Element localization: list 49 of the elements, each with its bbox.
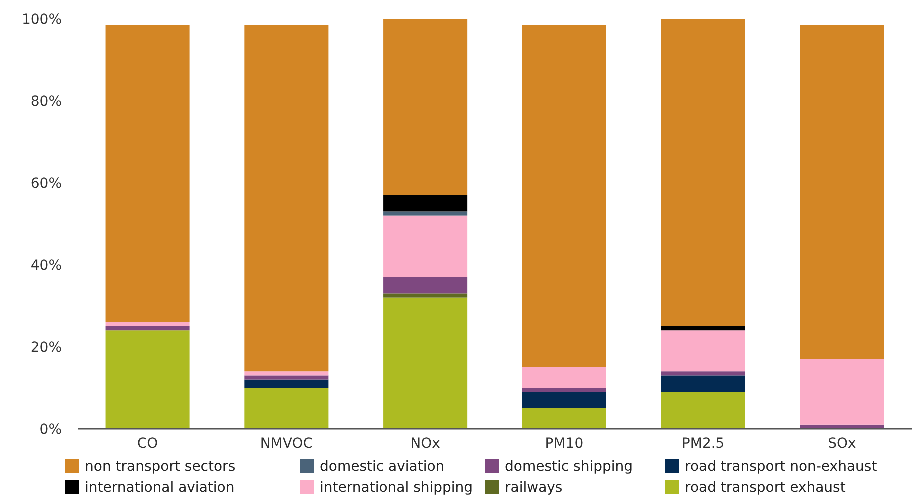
bar (384, 277, 468, 294)
x-tick-label: NOx (410, 436, 440, 452)
bar (244, 388, 329, 429)
x-tick-label: PM10 (545, 436, 584, 452)
y-tick-label: 60% (30, 176, 62, 192)
bar (522, 392, 606, 408)
y-tick-label: 0% (40, 422, 62, 438)
bar (106, 322, 190, 326)
bar (384, 212, 468, 216)
bar (661, 330, 746, 372)
bar (244, 376, 329, 380)
legend-label: road transport exhaust (685, 480, 846, 496)
bar (384, 195, 468, 212)
legend-label: domestic shipping (505, 458, 634, 475)
bar (661, 372, 746, 376)
bar (800, 359, 884, 425)
legend-label: road transport non-exhaust (685, 458, 878, 475)
bar (522, 388, 606, 392)
bar (661, 19, 746, 326)
bar (244, 372, 329, 376)
bar (384, 294, 468, 298)
bar (661, 326, 746, 331)
legend-label: international shipping (320, 480, 474, 496)
y-tick-label: 20% (30, 340, 62, 356)
bar (244, 25, 329, 372)
y-tick-label: 40% (30, 258, 62, 274)
y-tick-label: 80% (30, 94, 62, 110)
bar (661, 376, 746, 392)
x-tick-label: NMVOC (260, 436, 314, 452)
legend-label: domestic aviation (320, 458, 445, 475)
bar (800, 25, 884, 360)
y-tick-label: 100% (22, 12, 62, 28)
bar (522, 25, 606, 368)
bar (384, 19, 468, 196)
legend-label: non transport sectors (85, 458, 236, 475)
legend-label: railways (505, 480, 563, 496)
bar (244, 380, 329, 388)
bar (522, 368, 606, 388)
legend-label: international aviation (85, 480, 235, 496)
x-tick-label: PM2.5 (682, 436, 725, 452)
bar (106, 330, 190, 429)
x-tick-label: SOx (828, 436, 856, 452)
bar (522, 408, 606, 429)
bar (384, 298, 468, 429)
bar (384, 216, 468, 278)
x-tick-label: CO (137, 436, 158, 452)
bar (661, 392, 746, 429)
bar (106, 25, 190, 322)
bar (106, 326, 190, 331)
